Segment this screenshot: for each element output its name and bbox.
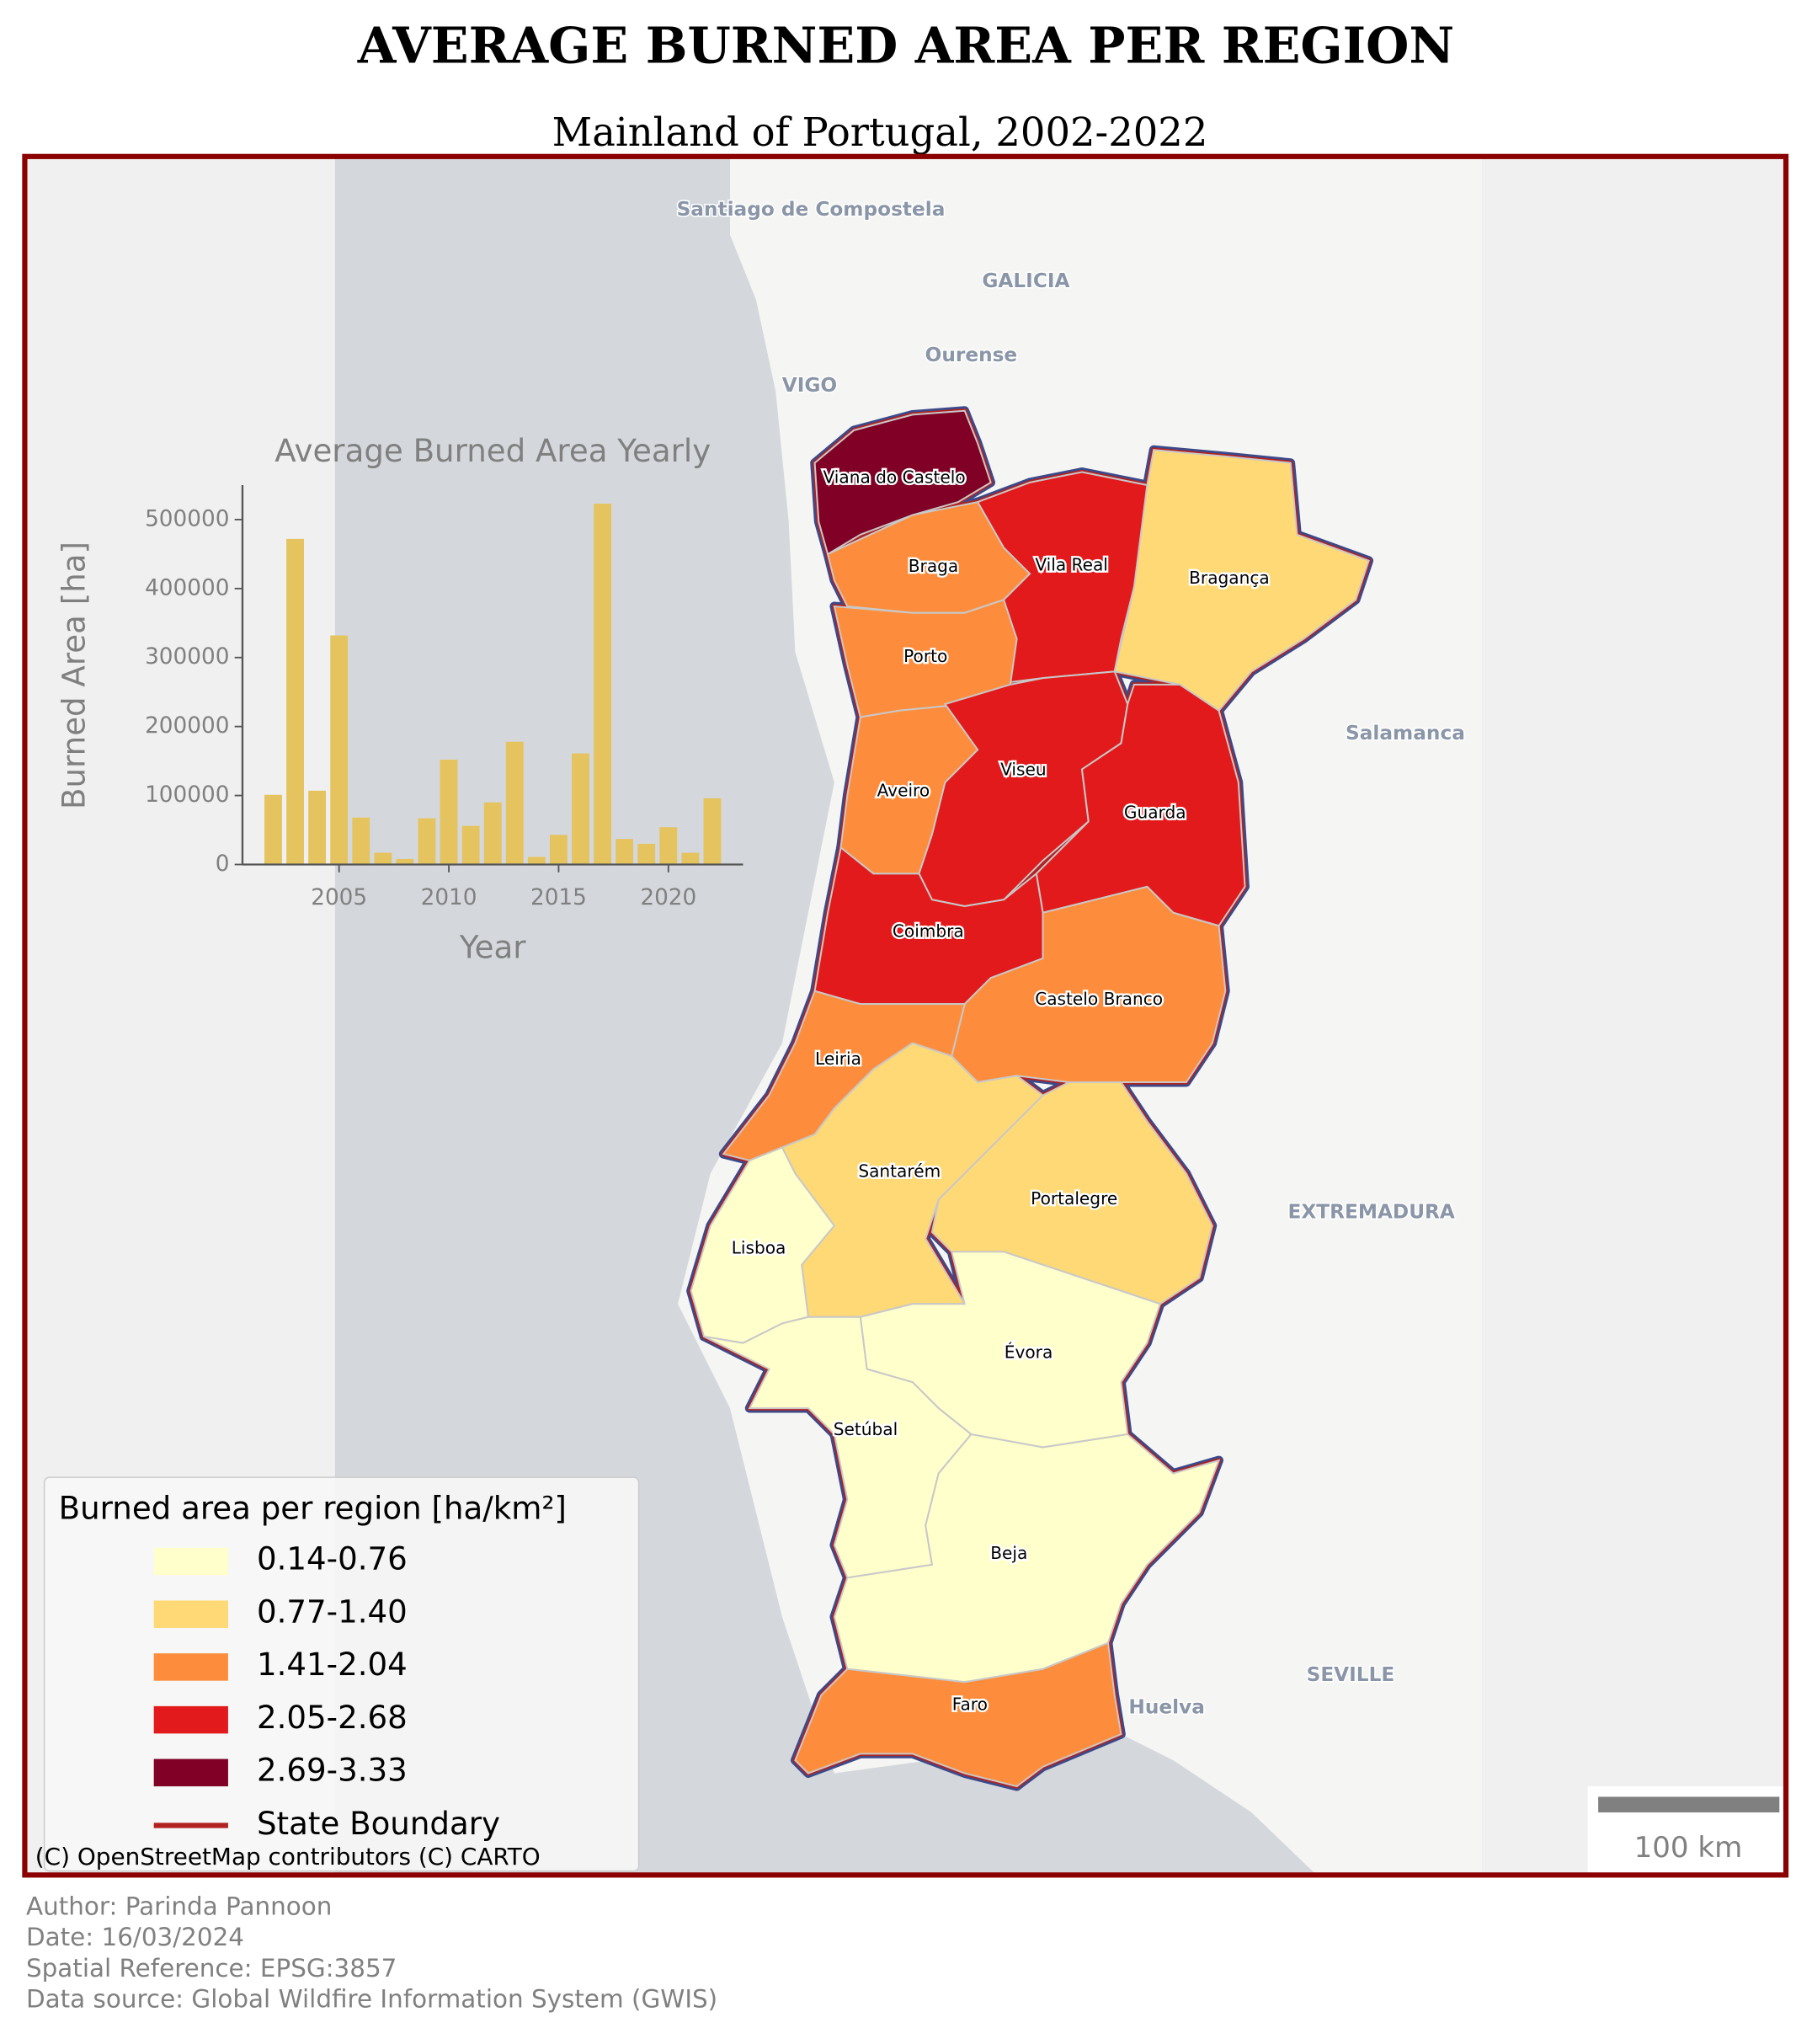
y-tick-label: 100000 bbox=[145, 782, 229, 808]
basemap-label: SEVILLE bbox=[1307, 1663, 1395, 1686]
scale-bar bbox=[1598, 1796, 1780, 1813]
regions bbox=[686, 406, 1374, 1791]
legend-swatch bbox=[153, 1600, 228, 1628]
basemap-label: Salamanca bbox=[1346, 722, 1465, 744]
legend-swatch bbox=[153, 1705, 228, 1734]
region-label: Braga bbox=[909, 556, 958, 576]
bar bbox=[703, 798, 722, 865]
x-axis-label: Year bbox=[459, 930, 526, 966]
scale-label: 100 km bbox=[1634, 1831, 1743, 1865]
bar bbox=[286, 538, 304, 865]
x-tick-label: 2015 bbox=[530, 885, 587, 910]
basemap-label: VIGO bbox=[782, 374, 837, 397]
bar bbox=[594, 504, 612, 865]
basemap-label: Santiago de Compostela bbox=[677, 198, 946, 221]
bar bbox=[418, 818, 436, 865]
legend-label: 2.69-3.33 bbox=[257, 1753, 408, 1789]
labels: Viana do Castelo Braga Vila Real Bragança Po… bbox=[675, 196, 1466, 1720]
region-label: Vila Real bbox=[1035, 554, 1108, 574]
footer-line: Data source: Global Wildfire Information… bbox=[26, 1985, 717, 2014]
y-tick-label: 200000 bbox=[145, 713, 229, 739]
bar bbox=[440, 759, 458, 865]
bar bbox=[505, 741, 524, 865]
bar bbox=[483, 802, 502, 865]
footer-line: Spatial Reference: EPSG:3857 bbox=[26, 1954, 397, 1983]
bar bbox=[396, 858, 414, 865]
y-tick-label: 300000 bbox=[145, 644, 229, 670]
x-tick-label: 2020 bbox=[640, 885, 696, 910]
bar bbox=[308, 790, 327, 865]
region bbox=[794, 1641, 1122, 1788]
y-tick-label: 0 bbox=[216, 851, 230, 877]
basemap-label: Ourense bbox=[925, 344, 1018, 366]
region-label: Beja bbox=[990, 1543, 1027, 1563]
region-label: Évora bbox=[1005, 1342, 1053, 1363]
subtitle: Mainland of Portugal, 2002-2022 bbox=[552, 109, 1208, 155]
region-label: Coimbra bbox=[893, 921, 964, 941]
legend-swatch bbox=[153, 1653, 228, 1681]
basemap-label: Huelva bbox=[1128, 1696, 1204, 1719]
chart-title: Average Burned Area Yearly bbox=[274, 433, 711, 469]
x-tick-label: 2010 bbox=[421, 885, 477, 910]
y-tick-label: 500000 bbox=[145, 506, 229, 531]
legend-swatch bbox=[153, 1758, 228, 1787]
title: AVERAGE BURNED AREA PER REGION bbox=[357, 16, 1454, 74]
legend-title: Burned area per region [ha/km²] bbox=[59, 1490, 567, 1526]
bar bbox=[461, 825, 480, 865]
bar bbox=[550, 835, 568, 865]
bar bbox=[374, 852, 392, 865]
region-label: Faro bbox=[952, 1694, 988, 1715]
footer-line: Date: 16/03/2024 bbox=[26, 1923, 244, 1951]
region-label: Bragança bbox=[1189, 568, 1270, 588]
bar bbox=[616, 839, 634, 865]
bar bbox=[637, 843, 656, 865]
region-label: Setúbal bbox=[834, 1419, 898, 1439]
y-axis-label: Burned Area [ha] bbox=[56, 542, 92, 809]
map-frame bbox=[22, 153, 1789, 1878]
bar bbox=[264, 794, 282, 865]
region bbox=[813, 409, 992, 556]
footer-line: Author: Parinda Pannoon bbox=[26, 1892, 332, 1921]
legend: Burned area per region [ha/km²] 0.14-0.76… bbox=[43, 1476, 640, 1872]
region-label: Porto bbox=[903, 646, 947, 666]
region-label: Leiria bbox=[815, 1049, 861, 1069]
region-label: Viseu bbox=[1000, 760, 1047, 780]
region-label: Santarém bbox=[858, 1161, 941, 1181]
region-label: Guarda bbox=[1124, 803, 1186, 823]
region bbox=[1113, 449, 1370, 712]
x-tick-label: 2005 bbox=[311, 885, 367, 910]
region-label: Portalegre bbox=[1031, 1188, 1117, 1209]
region-label: Viana do Castelo bbox=[823, 467, 965, 488]
bar bbox=[527, 857, 546, 865]
region-label: Castelo Branco bbox=[1035, 989, 1163, 1009]
legend-label: 2.05-2.68 bbox=[257, 1700, 408, 1736]
legend-label: 0.77-1.40 bbox=[257, 1593, 408, 1630]
inset-chart: Average Burned Area Yearly Year Burned Are… bbox=[56, 433, 743, 966]
legend-swatch bbox=[153, 1547, 228, 1576]
basemap-label: EXTREMADURA bbox=[1288, 1200, 1455, 1223]
bar bbox=[681, 852, 700, 865]
bar bbox=[572, 753, 589, 865]
attribution: (C) OpenStreetMap contributors (C) CARTO bbox=[35, 1843, 541, 1871]
legend-label: State Boundary bbox=[257, 1806, 500, 1842]
legend-label: 1.41-2.04 bbox=[257, 1646, 408, 1683]
y-tick-label: 400000 bbox=[145, 575, 229, 600]
bar bbox=[352, 817, 370, 865]
region-label: Lisboa bbox=[732, 1238, 786, 1258]
legend-label: 0.14-0.76 bbox=[257, 1541, 408, 1577]
bar bbox=[330, 635, 349, 865]
region-label: Aveiro bbox=[877, 780, 930, 800]
basemap-label: GALICIA bbox=[982, 270, 1069, 292]
region bbox=[918, 670, 1129, 908]
bar bbox=[659, 827, 678, 865]
